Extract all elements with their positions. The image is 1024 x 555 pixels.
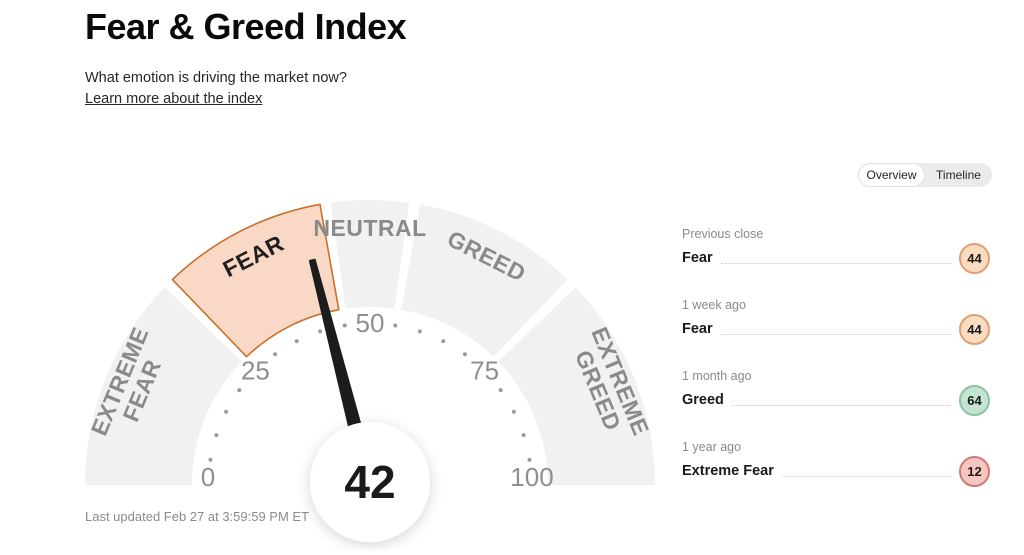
history-period: Previous close [682, 227, 764, 241]
gauge-value: 42 [344, 456, 395, 508]
tick-0: 0 [201, 462, 215, 492]
tick-dots [208, 323, 532, 462]
tick-75: 75 [470, 355, 499, 385]
page-subtitle: What emotion is driving the market now? [85, 70, 347, 86]
history-label: Fear [682, 321, 713, 337]
value-badge: 64 [959, 384, 990, 416]
fear-greed-gauge: EXTREME FEAR FEAR NEUTRAL GREED EXTREME … [75, 190, 675, 550]
segment-fear-active [171, 203, 340, 358]
dotted-leader [731, 405, 951, 406]
value-badge: 44 [959, 313, 990, 345]
history-label: Extreme Fear [682, 463, 774, 479]
gauge-center-circle [310, 422, 430, 542]
dotted-leader [781, 476, 951, 477]
tab-overview[interactable]: Overview [858, 163, 925, 187]
history-panel: Previous close Fear 44 1 week ago Fear 4… [682, 226, 990, 510]
view-toggle: Overview Timeline [858, 163, 992, 187]
history-row-1-year: 1 year ago Extreme Fear 12 [682, 439, 990, 487]
segment-greed [401, 204, 568, 357]
tick-100: 100 [510, 462, 553, 492]
history-row-1-month: 1 month ago Greed 64 [682, 368, 990, 416]
tab-timeline[interactable]: Timeline [936, 168, 981, 182]
dotted-leader [720, 334, 951, 335]
label-neutral: NEUTRAL [313, 215, 426, 241]
segment-extreme-fear [85, 287, 242, 485]
history-label: Fear [682, 250, 713, 266]
svg-text:NEUTRAL: NEUTRAL [313, 215, 426, 241]
history-period: 1 year ago [682, 440, 742, 454]
last-updated: Last updated Feb 27 at 3:59:59 PM ET [85, 509, 310, 524]
history-label: Greed [682, 392, 724, 408]
learn-more-link[interactable]: Learn more about the index [85, 91, 263, 107]
segment-extreme-greed [498, 287, 656, 485]
gauge-svg: EXTREME FEAR FEAR NEUTRAL GREED EXTREME … [85, 199, 656, 542]
history-row-1-week: 1 week ago Fear 44 [682, 297, 990, 345]
tick-25: 25 [241, 355, 270, 385]
dotted-leader [720, 263, 951, 264]
value-badge: 12 [959, 455, 990, 487]
history-period: 1 week ago [682, 298, 746, 312]
value-badge: 44 [959, 242, 990, 274]
history-period: 1 month ago [682, 369, 752, 383]
history-row-previous-close: Previous close Fear 44 [682, 226, 990, 274]
segment-neutral [330, 199, 410, 309]
page-title: Fear & Greed Index [85, 6, 407, 47]
tick-50: 50 [356, 308, 385, 338]
